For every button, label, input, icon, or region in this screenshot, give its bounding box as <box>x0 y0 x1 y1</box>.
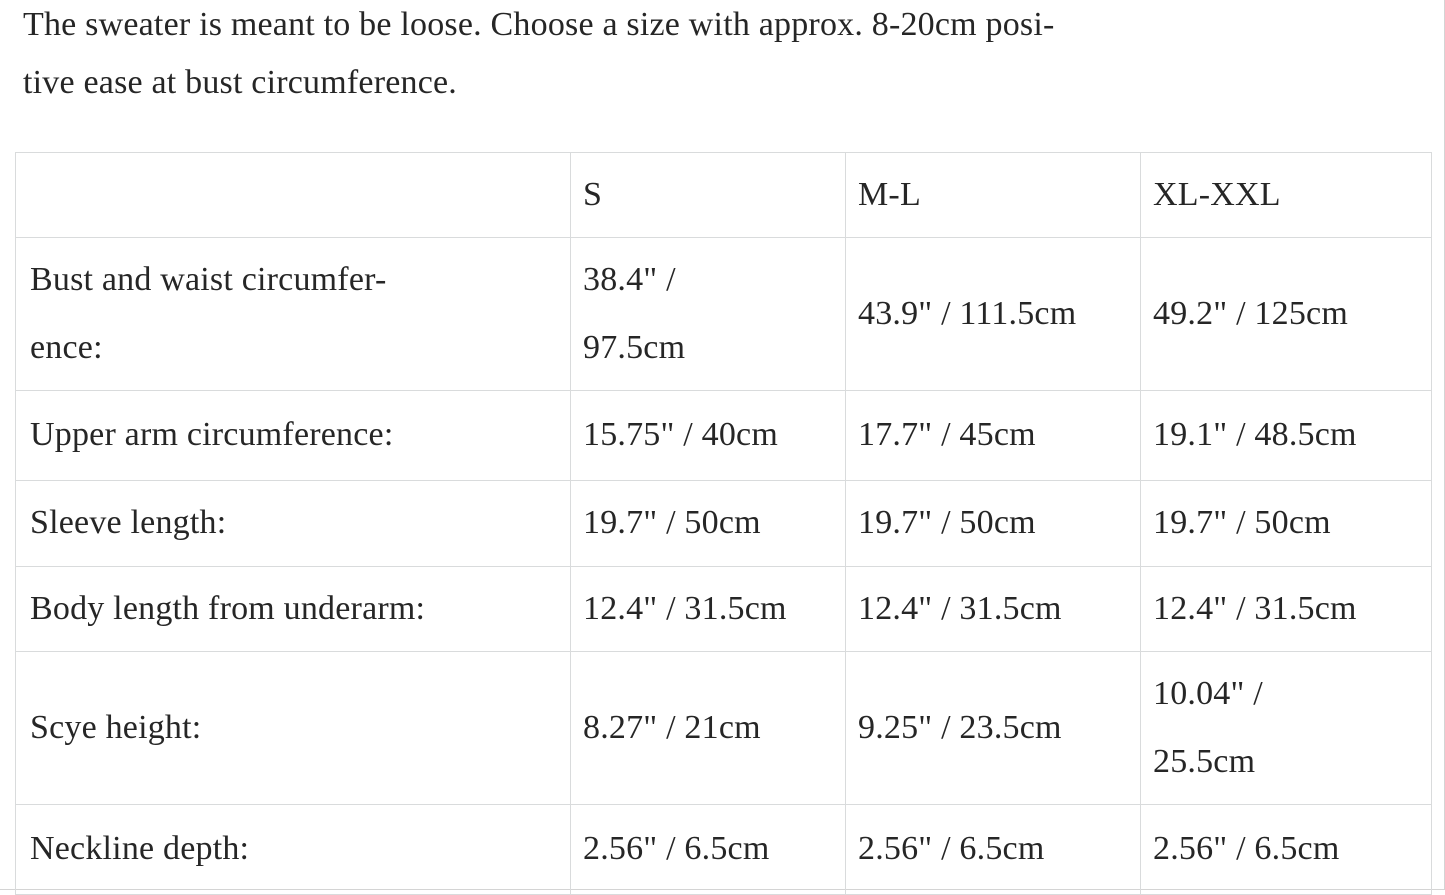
size-chart-body: Bust and waist circumfer- ence: 38.4" / 9… <box>15 236 1432 895</box>
table-row: Sleeve length: 19.7" / 50cm 19.7" / 50cm 19… <box>15 479 1432 567</box>
table-row: Bust and waist circumfer- ence: 38.4" / 9… <box>15 236 1432 391</box>
measurement-value: 2.56" / 6.5cm <box>845 803 1141 895</box>
measurement-value: 9.25" / 23.5cm <box>845 650 1141 805</box>
table-row: Neckline depth: 2.56" / 6.5cm 2.56" / 6.5c… <box>15 803 1432 895</box>
measurement-value: 15.75" / 40cm <box>570 389 846 481</box>
measurement-value: 19.7" / 50cm <box>570 479 846 567</box>
measurement-value: 38.4" / 97.5cm <box>570 236 846 391</box>
measurement-value: 2.56" / 6.5cm <box>570 803 846 895</box>
column-header-size-m-l: M-L <box>845 151 1141 238</box>
measurement-label: Sleeve length: <box>15 479 571 567</box>
measurement-value: 49.2" / 125cm <box>1140 236 1432 391</box>
column-header-size-xl-xxl: XL-XXL <box>1140 151 1432 238</box>
measurement-label: Neckline depth: <box>15 803 571 895</box>
size-chart-header-row: S M-L XL-XXL <box>15 151 1432 238</box>
measurement-value: 17.7" / 45cm <box>845 389 1141 481</box>
measurement-value: 12.4" / 31.5cm <box>845 565 1141 652</box>
column-header-empty <box>15 151 571 238</box>
measurement-label: Scye height: <box>15 650 571 805</box>
measurement-value: 19.7" / 50cm <box>1140 479 1432 567</box>
table-row: Scye height: 8.27" / 21cm 9.25" / 23.5cm 10… <box>15 650 1432 805</box>
table-row: Body length from underarm: 12.4" / 31.5cm… <box>15 565 1432 652</box>
measurement-value: 2.56" / 6.5cm <box>1140 803 1432 895</box>
measurement-label: Body length from underarm: <box>15 565 571 652</box>
column-header-size-s: S <box>570 151 846 238</box>
measurement-value: 19.7" / 50cm <box>845 479 1141 567</box>
size-chart-table: S M-L XL-XXL Bust and waist circumfer- e… <box>15 151 1432 895</box>
measurement-value: 43.9" / 111.5cm <box>845 236 1141 391</box>
sizing-intro-text: The sweater is meant to be loose. Choose… <box>23 6 1055 101</box>
measurement-value: 19.1" / 48.5cm <box>1140 389 1432 481</box>
measurement-label: Upper arm circumference: <box>15 389 571 481</box>
measurement-value: 10.04" / 25.5cm <box>1140 650 1432 805</box>
measurement-value: 12.4" / 31.5cm <box>1140 565 1432 652</box>
measurement-label: Bust and waist circumfer- ence: <box>15 236 571 391</box>
measurement-value: 12.4" / 31.5cm <box>570 565 846 652</box>
measurement-value: 8.27" / 21cm <box>570 650 846 805</box>
table-row: Upper arm circumference: 15.75" / 40cm 17.… <box>15 389 1432 481</box>
